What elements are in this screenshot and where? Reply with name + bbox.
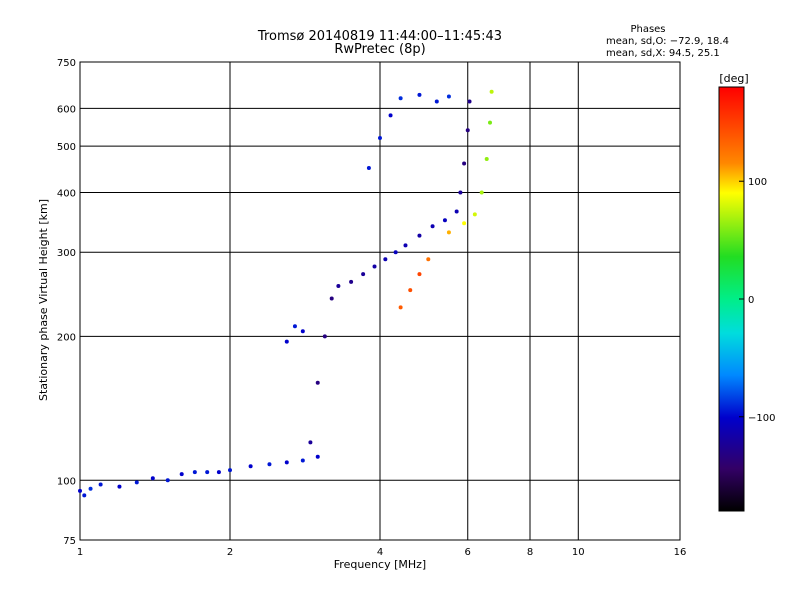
x-tick-label: 2	[227, 547, 233, 558]
data-point	[361, 272, 366, 277]
data-point	[484, 157, 489, 162]
data-point	[134, 480, 139, 485]
y-tick-label: 500	[57, 142, 76, 153]
data-point	[216, 470, 221, 475]
data-point	[462, 161, 467, 166]
data-point	[315, 380, 320, 385]
colorbar-ticks: 100 0 −100	[739, 177, 775, 424]
data-point	[398, 96, 403, 101]
data-point	[462, 221, 467, 226]
data-point	[284, 339, 289, 344]
data-point	[292, 324, 297, 329]
data-point	[179, 472, 184, 477]
data-point	[228, 468, 232, 473]
data-point	[403, 243, 408, 248]
y-tick-label: 750	[57, 58, 76, 69]
grid-lines	[80, 62, 680, 540]
data-point	[388, 113, 393, 118]
data-point	[308, 440, 313, 445]
data-point	[366, 166, 371, 171]
y-tick-label: 400	[57, 188, 76, 199]
data-point	[248, 464, 253, 469]
data-point	[393, 250, 398, 255]
data-point	[165, 478, 170, 483]
data-point	[472, 212, 477, 217]
data-point	[378, 136, 382, 141]
x-tick-label: 4	[377, 547, 383, 558]
y-axis-label: Stationary phase Virtual Height [km]	[37, 199, 50, 401]
data-point	[192, 470, 197, 475]
data-point	[426, 257, 431, 262]
colorbar-tick-label: −100	[748, 413, 775, 424]
x-tick-label: 6	[465, 547, 471, 558]
data-point	[88, 486, 93, 491]
colorbar-tick-label: 100	[748, 177, 767, 188]
data-point	[446, 94, 451, 99]
x-tick-label: 16	[674, 547, 687, 558]
colorbar-label: [deg]	[719, 72, 748, 85]
data-point	[349, 279, 354, 284]
data-point	[454, 209, 459, 214]
x-tick-label: 8	[527, 547, 533, 558]
data-point	[329, 296, 334, 301]
data-point	[417, 233, 422, 238]
data-point	[408, 288, 413, 293]
data-point	[434, 99, 439, 104]
data-point	[284, 460, 289, 465]
data-point	[479, 190, 484, 195]
data-point	[150, 476, 155, 481]
legend-line-o: mean, sd,O: −72.9, 18.4	[606, 36, 729, 47]
data-point	[430, 224, 435, 229]
data-point	[417, 92, 422, 97]
data-point	[322, 334, 327, 339]
x-tick-label: 10	[572, 547, 585, 558]
data-point	[315, 454, 320, 459]
data-point	[417, 272, 422, 277]
data-point	[465, 128, 470, 133]
data-point	[446, 230, 451, 235]
y-tick-label: 200	[57, 332, 76, 343]
x-tick-label: 1	[77, 547, 83, 558]
data-point	[458, 190, 463, 195]
legend-line-x: mean, sd,X: 94.5, 25.1	[606, 48, 720, 59]
data-point	[78, 488, 82, 493]
data-point	[300, 458, 305, 463]
data-point	[489, 89, 494, 94]
data-point	[372, 264, 377, 269]
legend-title: Phases	[630, 24, 665, 35]
data-point	[300, 329, 305, 334]
data-point	[82, 493, 87, 498]
y-tick-label: 75	[63, 536, 76, 547]
data-point	[205, 470, 210, 475]
y-tick-labels: 75 100 200 300 400 500 600 750	[57, 58, 76, 547]
colorbar-tick-label: 0	[748, 295, 754, 306]
data-point	[383, 257, 388, 262]
scatter-points	[78, 89, 494, 498]
x-axis-label: Frequency [MHz]	[334, 558, 426, 571]
chart-title: Tromsø 20140819 11:44:00–11:45:43	[257, 29, 502, 44]
data-point	[467, 99, 472, 104]
data-point	[398, 305, 403, 310]
y-tick-label: 300	[57, 248, 76, 259]
x-tick-labels: 1 2 4 6 8 10 16	[77, 547, 687, 558]
y-tick-label: 100	[57, 476, 76, 487]
data-point	[117, 484, 122, 489]
y-tick-label: 600	[57, 104, 76, 115]
chart-subtitle: RwPretec (8p)	[334, 42, 425, 57]
data-point	[267, 462, 272, 467]
data-point	[442, 218, 447, 223]
data-point	[488, 120, 493, 125]
data-point	[98, 482, 103, 487]
data-point	[336, 283, 341, 288]
